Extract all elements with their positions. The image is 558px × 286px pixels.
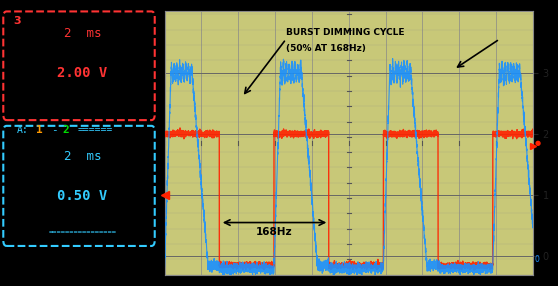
Text: ================: ================ — [49, 230, 116, 235]
FancyBboxPatch shape — [3, 126, 155, 246]
Text: 0: 0 — [535, 255, 540, 264]
Text: 2.00 V: 2.00 V — [57, 66, 108, 80]
Text: ●: ● — [535, 140, 541, 146]
Text: BURST DIMMING CYCLE: BURST DIMMING CYCLE — [286, 28, 405, 37]
Text: (50% AT 168Hz): (50% AT 168Hz) — [286, 44, 366, 53]
Text: 3: 3 — [13, 16, 21, 26]
FancyBboxPatch shape — [3, 11, 155, 120]
Text: 2: 2 — [62, 125, 69, 135]
Text: A:: A: — [17, 125, 28, 135]
Text: 168Hz: 168Hz — [256, 227, 293, 237]
Text: 0.50 V: 0.50 V — [57, 189, 108, 203]
Text: 2  ms: 2 ms — [64, 27, 101, 40]
Text: 2  ms: 2 ms — [64, 150, 101, 163]
Text: -: - — [51, 125, 58, 135]
Text: ======: ====== — [78, 125, 113, 135]
Text: 1: 1 — [36, 125, 43, 135]
